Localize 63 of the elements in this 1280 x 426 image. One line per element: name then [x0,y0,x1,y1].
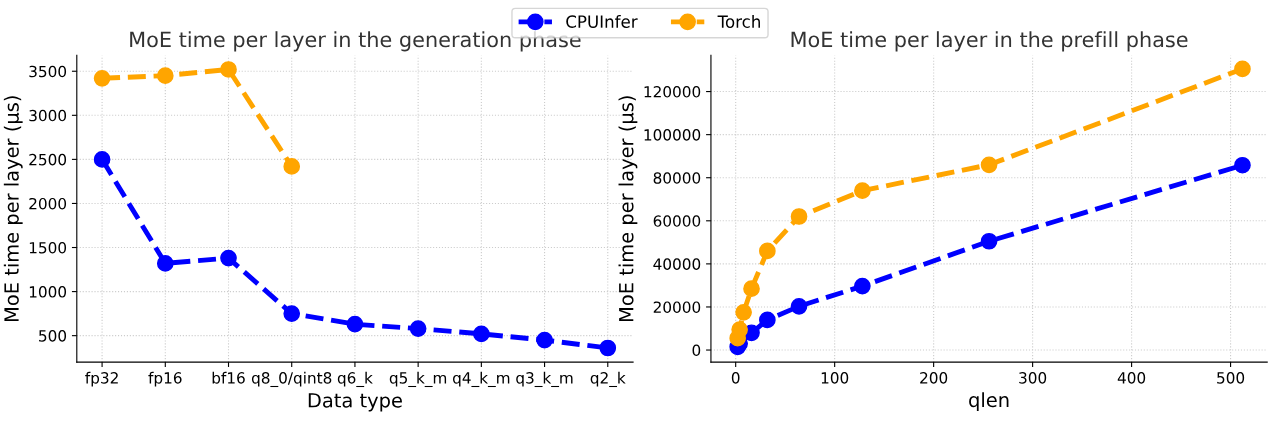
point [536,331,553,349]
x-tick-label: q5_k_m [389,371,447,388]
y-tick-label: 3500 [29,65,67,78]
point [854,277,871,295]
x-tick-label: fp32 [85,371,118,387]
x-axis-title: Data type [308,393,402,412]
point [409,320,427,337]
point [790,297,808,315]
point [980,156,998,174]
y-tick-label: 1500 [29,241,67,254]
point [283,305,301,322]
x-tick-label: 400 [1117,372,1146,384]
point [759,242,776,260]
y-tick-label: 1000 [29,286,67,298]
y-tick-label: 2000 [29,197,67,210]
chart-title: MoE time per layer in the generation phase [130,31,581,52]
x-tick-label: fp16 [148,371,182,387]
y-tick-label: 40000 [653,258,701,270]
point [220,61,237,78]
x-tick-label: q2_k [590,371,626,388]
y-tick-label: 3000 [29,109,67,122]
y-tick-label: 120000 [644,86,701,98]
point [854,182,871,199]
point [156,67,174,84]
point [156,255,174,272]
point [759,311,776,329]
y-tick-label: 80000 [653,172,701,184]
point [743,280,760,297]
y-axis-title: MoE time per layer (µs) [3,96,23,322]
point [599,339,617,357]
y-tick-label: 2500 [29,153,67,166]
y-tick-label: 500 [39,330,67,342]
point [731,321,748,338]
point [1234,156,1251,174]
y-tick-label: 20000 [653,301,701,313]
legend-label: Torch [717,15,760,28]
x-tick-label: 500 [1217,372,1245,384]
x-tick-label: 0 [731,372,740,384]
y-tick-label: 100000 [644,129,701,141]
chart-title: MoE time per layer in the prefill phase [791,31,1188,52]
y-axis-title: MoE time per layer (µs) [618,96,638,322]
x-tick-label: q8_0/qint8 [251,371,332,388]
x-tick-label: 200 [920,372,948,384]
x-tick-label: q6_k [337,371,373,388]
y-tick-label: 60000 [653,215,701,227]
x-axis-title: qlen [969,392,1009,411]
point [1234,60,1251,78]
point [790,208,808,225]
x-tick-label: q3_k_m [516,371,573,388]
point [735,304,752,321]
x-tick-label: 100 [821,372,849,384]
point [93,69,111,87]
x-tick-label: bf16 [212,371,245,384]
point [980,232,998,250]
x-tick-label: 300 [1019,372,1047,384]
point [473,325,490,343]
x-tick-label: q4_k_m [452,371,510,388]
point [346,315,364,333]
point [220,249,237,267]
point [93,151,111,168]
legend-label: CPUInfer [566,15,638,28]
y-tick-label: 0 [692,344,701,357]
point [283,158,301,175]
